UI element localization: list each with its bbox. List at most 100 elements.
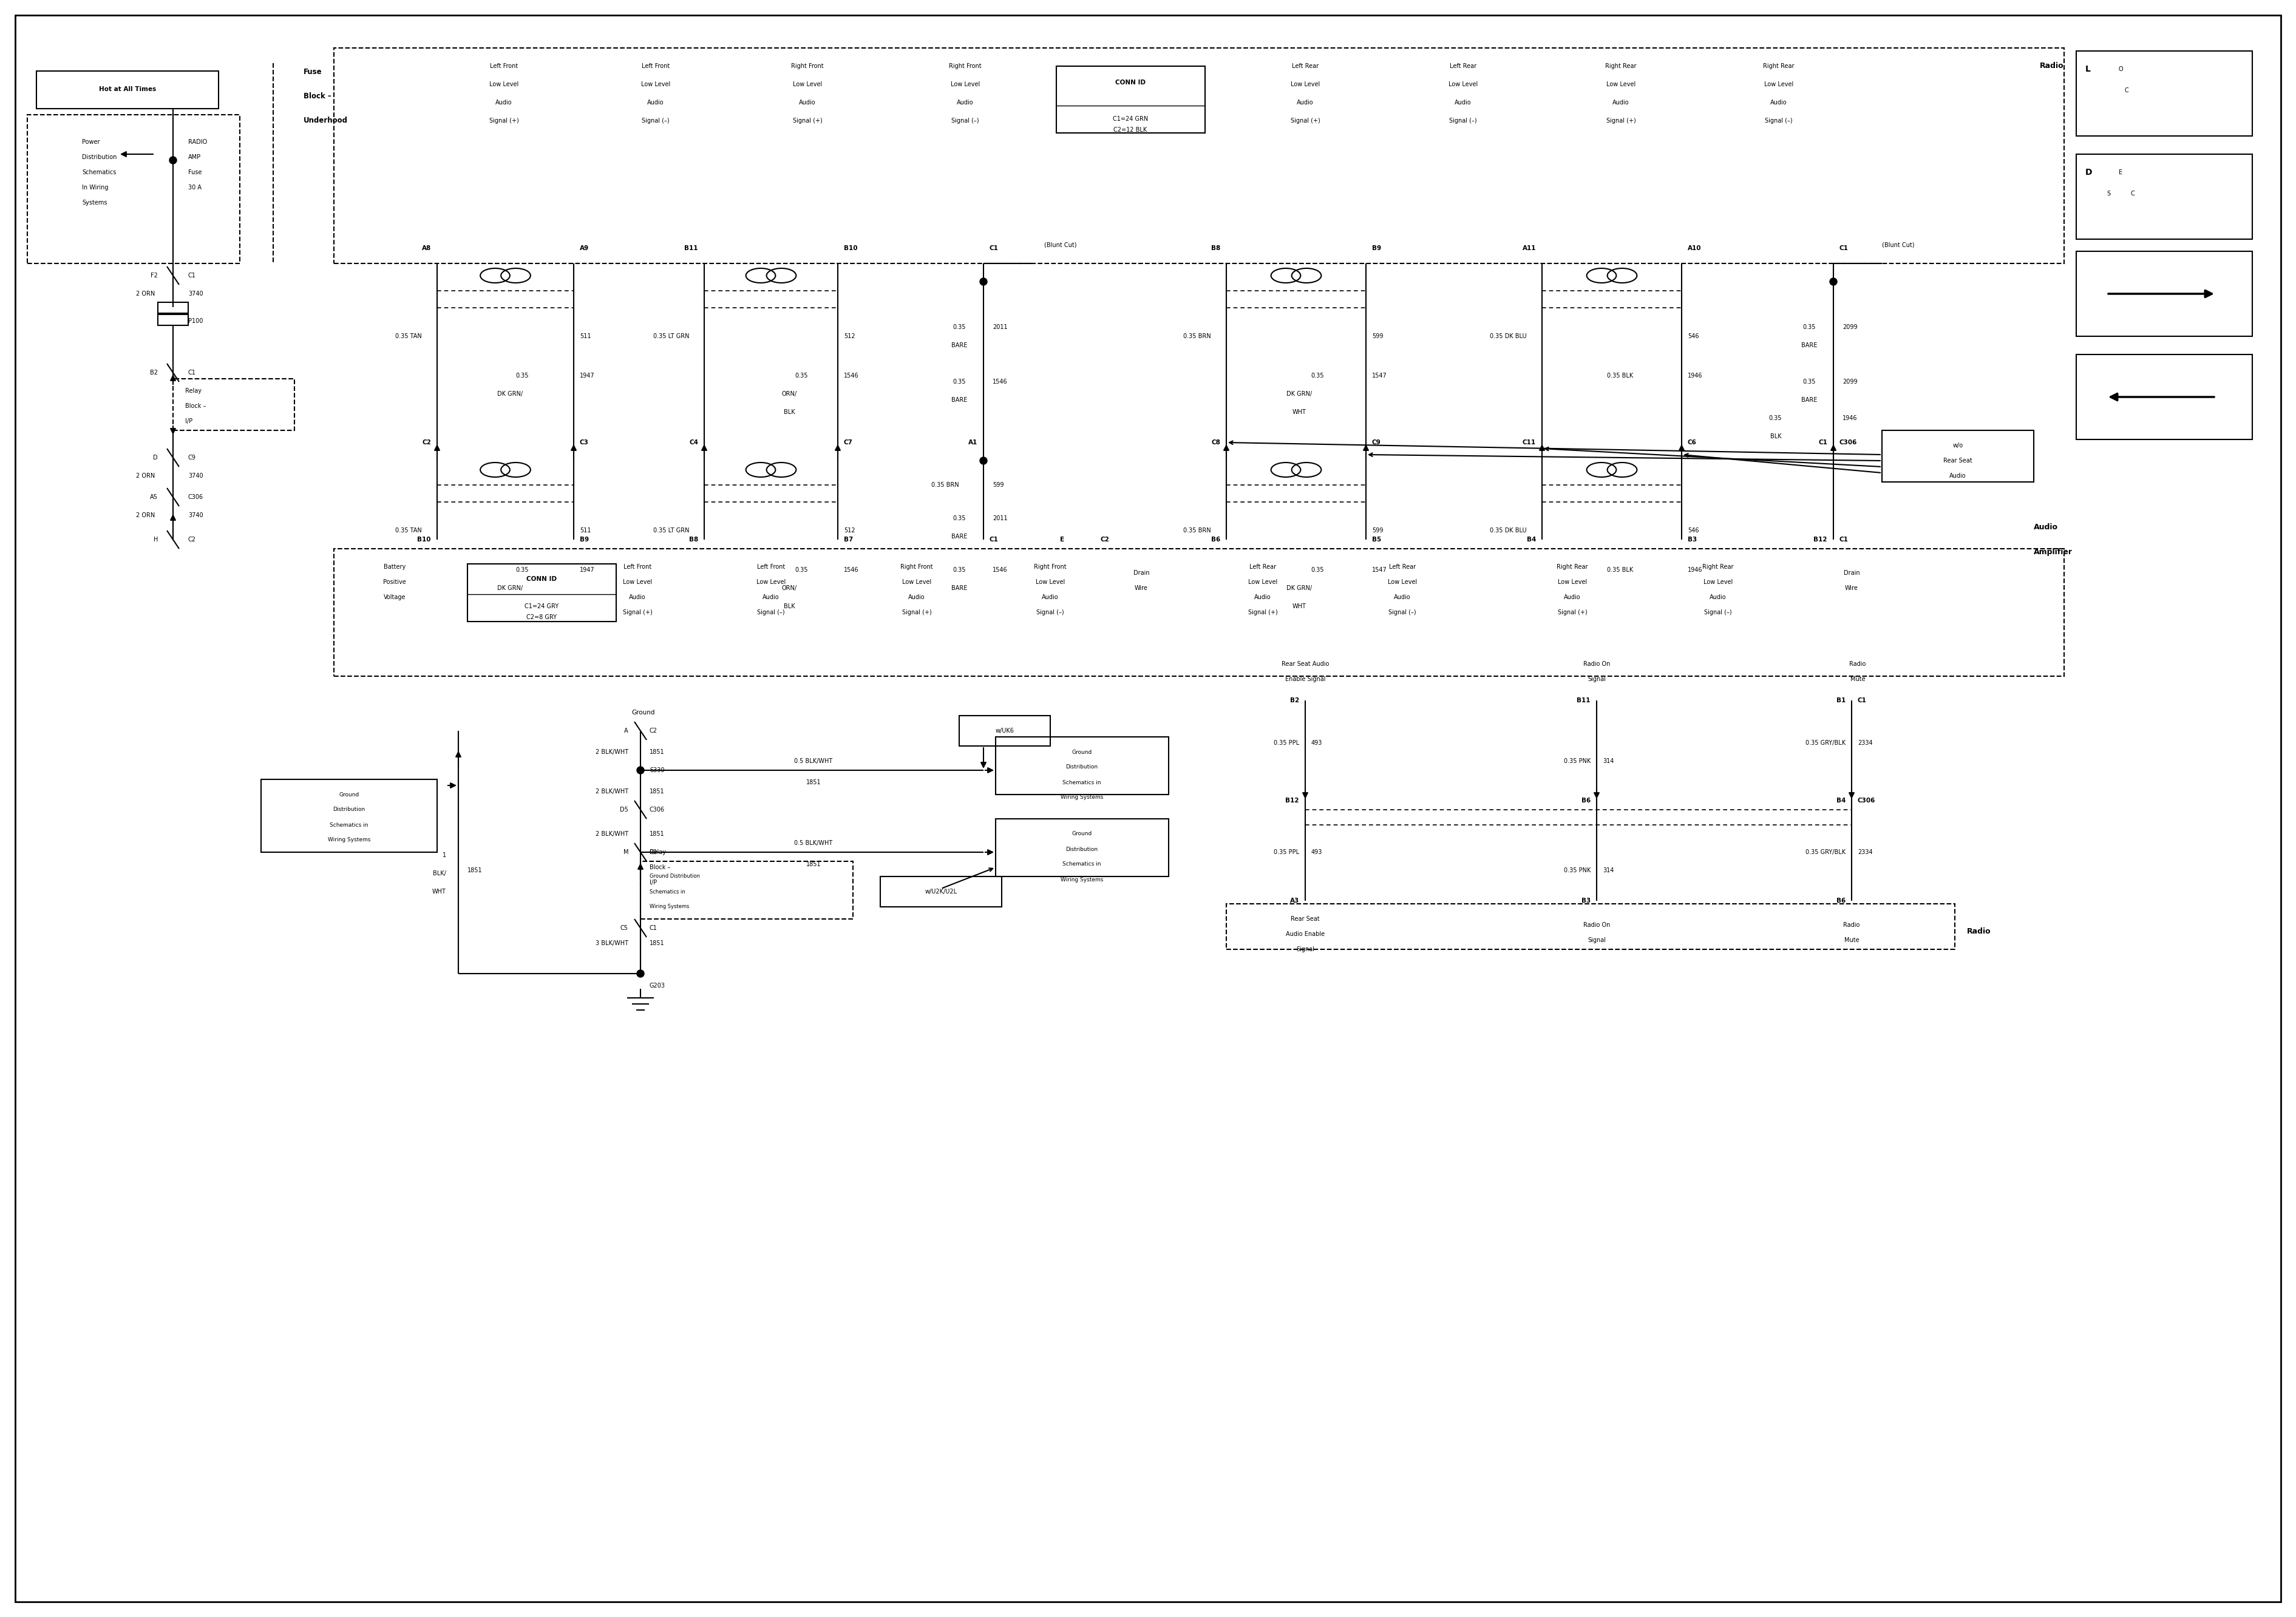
Text: 493: 493 (1311, 849, 1322, 855)
Text: 0.35 GRY/BLK: 0.35 GRY/BLK (1805, 849, 1846, 855)
Circle shape (170, 157, 177, 163)
Text: Signal (–): Signal (–) (1035, 610, 1063, 616)
Text: A1: A1 (969, 440, 978, 446)
Text: Audio: Audio (1564, 593, 1580, 600)
Text: A5: A5 (149, 495, 158, 500)
Text: C306: C306 (188, 495, 204, 500)
Text: A10: A10 (1688, 246, 1701, 251)
Text: B12: B12 (1814, 537, 1828, 543)
Text: Signal: Signal (1587, 676, 1605, 682)
Text: Rear Seat: Rear Seat (1290, 915, 1320, 922)
Text: 3740: 3740 (188, 513, 202, 519)
Text: 512: 512 (845, 527, 854, 534)
Text: Low Level: Low Level (1035, 579, 1065, 585)
Text: Audio: Audio (647, 100, 664, 105)
Text: 1946: 1946 (1688, 372, 1704, 378)
Text: Signal (–): Signal (–) (1449, 118, 1476, 125)
Text: Signal (+): Signal (+) (1557, 610, 1587, 616)
Text: Audio: Audio (909, 593, 925, 600)
Text: C3: C3 (581, 440, 588, 446)
Text: M: M (622, 849, 629, 855)
Text: B8: B8 (689, 537, 698, 543)
Text: Right Front: Right Front (948, 63, 983, 70)
Text: Ground: Ground (631, 710, 654, 716)
Text: B5: B5 (1373, 537, 1382, 543)
Text: 0.35: 0.35 (1802, 378, 1816, 385)
Text: Signal (–): Signal (–) (1389, 610, 1417, 616)
Text: 0.35 DK BLU: 0.35 DK BLU (1490, 527, 1527, 534)
Text: Underhood: Underhood (303, 116, 349, 125)
Text: 314: 314 (1603, 867, 1614, 873)
Text: 511: 511 (581, 333, 590, 340)
Text: B12: B12 (1286, 797, 1300, 804)
Text: Low Level: Low Level (622, 579, 652, 585)
Text: C1: C1 (990, 246, 999, 251)
Text: Signal (+): Signal (+) (1249, 610, 1277, 616)
Text: 0.5 BLK/WHT: 0.5 BLK/WHT (794, 758, 833, 765)
Text: B2: B2 (1290, 697, 1300, 703)
Circle shape (1830, 278, 1837, 285)
Text: C: C (2124, 87, 2128, 94)
Text: C6: C6 (1688, 440, 1697, 446)
Text: Block –: Block – (303, 92, 331, 100)
Text: Signal (–): Signal (–) (1766, 118, 1793, 125)
Text: Right Rear: Right Rear (1605, 63, 1637, 70)
Text: Fuse: Fuse (303, 68, 321, 76)
Text: Signal (–): Signal (–) (1704, 610, 1731, 616)
Text: C1: C1 (650, 925, 657, 931)
Text: Left Front: Left Front (758, 564, 785, 569)
Text: A8: A8 (422, 246, 432, 251)
Text: 2334: 2334 (1857, 741, 1874, 745)
Text: C2: C2 (650, 728, 657, 734)
Text: Distribution: Distribution (83, 154, 117, 160)
Text: 3740: 3740 (188, 291, 202, 298)
Text: 30 A: 30 A (188, 184, 202, 191)
Text: D: D (2085, 168, 2092, 176)
Text: Signal (+): Signal (+) (902, 610, 932, 616)
Text: Signal (+): Signal (+) (792, 118, 822, 125)
Text: Audio: Audio (1394, 593, 1410, 600)
Text: B6: B6 (1210, 537, 1219, 543)
Text: S: S (2108, 191, 2110, 197)
Text: B1: B1 (1837, 697, 1846, 703)
Text: DK GRN/: DK GRN/ (1286, 585, 1311, 592)
Text: Wiring Systems: Wiring Systems (650, 904, 689, 909)
Text: B3: B3 (1582, 897, 1591, 904)
Text: 1946: 1946 (1841, 416, 1857, 422)
Text: C4: C4 (689, 440, 698, 446)
Text: Distribution: Distribution (1065, 765, 1097, 770)
Text: F2: F2 (152, 273, 158, 278)
Text: 0.35: 0.35 (517, 372, 528, 378)
Text: BLK: BLK (783, 603, 794, 610)
Text: Signal (+): Signal (+) (1607, 118, 1635, 125)
Bar (468, 564, 615, 621)
Text: w/o: w/o (1952, 443, 1963, 448)
Text: Battery: Battery (383, 564, 406, 569)
Text: 2099: 2099 (1841, 323, 1857, 330)
Text: B3: B3 (1688, 537, 1697, 543)
Text: B6: B6 (1837, 897, 1846, 904)
Text: Signal: Signal (1587, 938, 1605, 943)
Text: Audio: Audio (1254, 593, 1272, 600)
Text: Wire: Wire (1134, 585, 1148, 592)
Bar (879, 876, 1001, 907)
Text: Schematics in: Schematics in (1063, 779, 1102, 786)
Text: 0.35 DK BLU: 0.35 DK BLU (1490, 333, 1527, 340)
Text: 0.35: 0.35 (1311, 568, 1325, 572)
Text: 0.35: 0.35 (1311, 372, 1325, 378)
Text: C9: C9 (188, 454, 195, 461)
Circle shape (636, 766, 645, 775)
Text: BARE: BARE (951, 343, 967, 348)
Text: 1547: 1547 (1373, 568, 1387, 572)
Text: C2: C2 (1100, 537, 1109, 543)
Text: C1: C1 (1818, 440, 1828, 446)
Text: Power: Power (83, 139, 99, 146)
Text: 2099: 2099 (1841, 378, 1857, 385)
Bar (2076, 354, 2252, 440)
Text: 1: 1 (443, 852, 445, 859)
Text: B11: B11 (684, 246, 698, 251)
Text: Schematics in: Schematics in (331, 821, 367, 828)
Text: H: H (154, 537, 158, 543)
Text: 2334: 2334 (1857, 849, 1874, 855)
Text: C2: C2 (188, 537, 195, 543)
